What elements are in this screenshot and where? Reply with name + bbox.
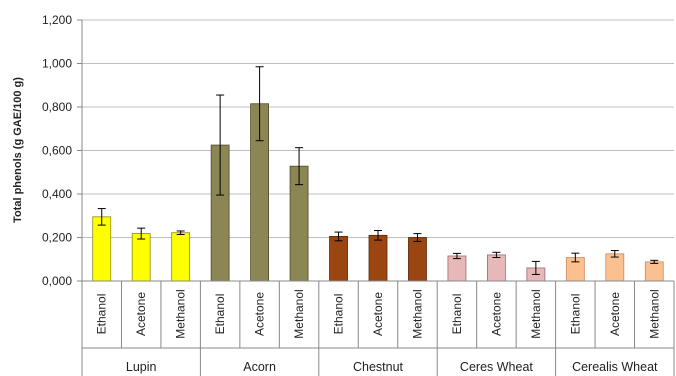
x-category-label: Ethanol xyxy=(95,294,109,335)
x-category-label: Methanol xyxy=(174,289,188,338)
bar-chestnut-ethanol xyxy=(329,236,348,282)
x-group-label: Ceres Wheat xyxy=(460,360,533,374)
bar-ceres-wheat-ethanol xyxy=(447,255,467,282)
y-axis-title: Total phenols (g GAE/100 g) xyxy=(12,77,24,223)
bar-chestnut-methanol xyxy=(408,237,427,282)
bar-chestnut-acetone xyxy=(368,234,388,282)
bar-cerealis-wheat-acetone xyxy=(605,253,625,282)
bar-lupin-acetone xyxy=(131,233,151,282)
y-tick-label: 0,800 xyxy=(42,100,72,114)
bars xyxy=(92,103,664,282)
x-category-label: Methanol xyxy=(410,289,424,338)
x-category-label: Methanol xyxy=(292,289,306,338)
x-group-label: Lupin xyxy=(126,360,157,374)
x-group-label: Acorn xyxy=(243,360,276,374)
x-category-label: Acetone xyxy=(253,292,267,336)
x-group-label: Chestnut xyxy=(353,360,404,374)
y-tick-label: 0,200 xyxy=(42,231,72,245)
y-tick-label: 0,600 xyxy=(42,144,72,158)
x-category-label: Ethanol xyxy=(332,294,346,335)
y-tick-label: 1,200 xyxy=(42,13,72,27)
x-category-label: Ethanol xyxy=(213,294,227,335)
x-category-label: Acetone xyxy=(608,292,622,336)
error-bars xyxy=(97,66,659,275)
bar-lupin-methanol xyxy=(171,232,191,282)
x-category-label: Methanol xyxy=(647,289,661,338)
x-category-label: Acetone xyxy=(371,292,385,336)
bar-ceres-wheat-acetone xyxy=(486,254,506,282)
x-group-label: Cerealis Wheat xyxy=(572,360,658,374)
bar-lupin-ethanol xyxy=(92,216,112,282)
bar-cerealis-wheat-methanol xyxy=(644,261,664,282)
x-category-label: Acetone xyxy=(489,292,503,336)
y-tick-label: 0,400 xyxy=(42,187,72,201)
x-category-label: Methanol xyxy=(529,289,543,338)
y-axis-ticks: 0,000 0,200 0,400 0,600 0,800 1,000 1,200 xyxy=(42,13,82,288)
x-category-label: Acetone xyxy=(134,292,148,336)
x-category-label: Ethanol xyxy=(568,294,582,335)
y-tick-label: 0,000 xyxy=(42,274,72,288)
x-category-label: Ethanol xyxy=(450,294,464,335)
x-axis: Ethanol Acetone Methanol Ethanol Acetone Meth… xyxy=(81,20,675,376)
y-tick-label: 1,000 xyxy=(42,57,72,71)
